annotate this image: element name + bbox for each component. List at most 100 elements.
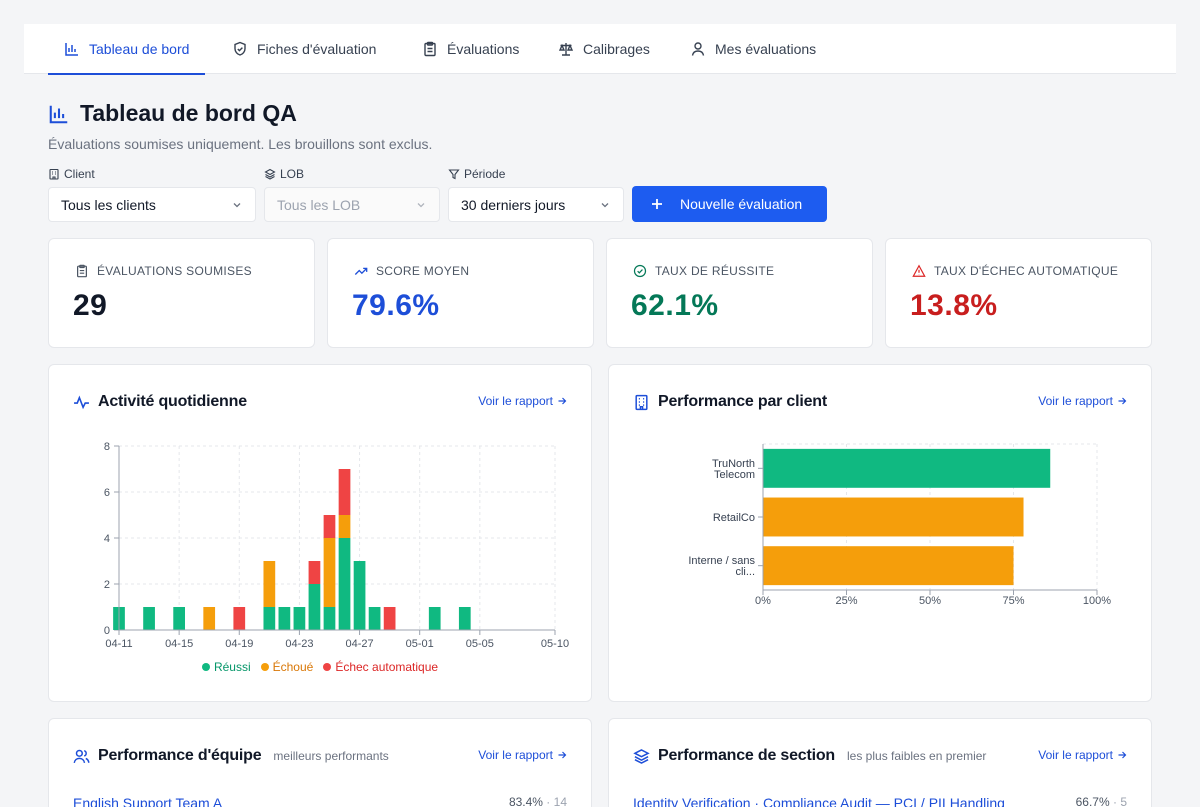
bar-segment — [293, 607, 306, 630]
stat-label-text: Score moyen — [376, 264, 470, 278]
section-score: 66.7% · 5 — [1076, 795, 1127, 807]
chart-legend: Réussi Échoué Échec automatique — [49, 660, 591, 674]
stat-label: Taux d'échec automatique — [912, 264, 1118, 278]
panel-title: Performance par client — [658, 393, 827, 410]
panel-header: Performance d'équipe meilleurs performan… — [73, 747, 389, 765]
stat-label: Taux de réussite — [633, 264, 774, 278]
bar-segment — [323, 607, 336, 630]
stat-label: Évaluations soumises — [75, 264, 252, 278]
client-bar — [763, 497, 1024, 537]
chevron-down-icon — [417, 202, 425, 207]
client-select[interactable]: Tous les clients — [48, 187, 256, 222]
list-item[interactable]: Identity Verification · Compliance Audit… — [633, 795, 1127, 807]
select-value: Tous les LOB — [277, 196, 361, 213]
legend-label: Échec automatique — [335, 660, 439, 674]
panel-header: Performance par client — [633, 393, 827, 411]
scale-icon — [558, 43, 574, 56]
stat-value: 29 — [73, 289, 108, 322]
shield-icon — [234, 41, 246, 56]
bar-segment — [323, 538, 336, 607]
bar-segment — [428, 607, 441, 630]
period-select[interactable]: 30 derniers jours — [448, 187, 624, 222]
bar-segment — [338, 538, 351, 630]
x-tick-label: 100% — [1083, 595, 1111, 607]
filter-label-text: LOB — [280, 167, 305, 181]
section-name[interactable]: Identity Verification · Compliance Audit… — [633, 795, 1005, 807]
y-tick-label: 0 — [104, 625, 110, 637]
score-value: 83.4% — [508, 795, 543, 807]
arrow-right-icon — [558, 751, 567, 759]
new-evaluation-button[interactable]: Nouvelle évaluation — [632, 186, 827, 222]
link-label: Voir le rapport — [1038, 394, 1113, 408]
panel-title: Performance d'équipe — [98, 747, 262, 764]
legend-dot — [201, 663, 210, 671]
bar-segment — [323, 515, 336, 538]
bar-segment — [263, 561, 276, 607]
panel-header: Performance de section les plus faibles … — [633, 747, 986, 765]
daily-activity-panel: Activité quotidienne Voir le rapport 0 2 4… — [48, 364, 592, 702]
select-value: 30 derniers jours — [461, 196, 566, 213]
tab-scorecards[interactable]: Fiches d'évaluation — [232, 24, 376, 74]
stat-value: 13.8% — [910, 289, 998, 322]
x-tick-label: 04-19 — [225, 638, 253, 650]
link-label: Voir le rapport — [478, 748, 553, 762]
tab-evaluations[interactable]: Évaluations — [422, 24, 519, 74]
tab-calibrations[interactable]: Calibrages — [558, 24, 650, 74]
warning-triangle-icon — [912, 264, 926, 277]
stat-label-text: Évaluations soumises — [97, 264, 252, 278]
building-icon — [49, 168, 59, 180]
filter-label-text: Période — [464, 167, 506, 181]
button-label: Nouvelle évaluation — [680, 196, 803, 212]
tab-label: Calibrages — [583, 41, 650, 57]
y-tick-label: RetailCo — [713, 512, 755, 524]
trending-up-icon — [354, 267, 368, 275]
stat-label-text: Taux d'échec automatique — [934, 264, 1119, 278]
panel-header: Activité quotidienne — [73, 393, 247, 411]
section-performance-panel: Performance de section les plus faibles … — [608, 718, 1152, 807]
arrow-right-icon — [1118, 751, 1127, 759]
bar-segment — [353, 561, 366, 630]
filter-icon — [448, 169, 460, 180]
client-report-link[interactable]: Voir le rapport — [1038, 394, 1127, 408]
bar-segment — [233, 607, 246, 630]
list-item[interactable]: English Support Team A 83.4% · 14 — [73, 795, 567, 807]
x-tick-label: 25% — [835, 595, 857, 607]
count-separator: · — [1109, 795, 1121, 807]
legend-label: Réussi — [213, 660, 251, 674]
x-tick-label: 75% — [1002, 595, 1024, 607]
tab-dashboard[interactable]: Tableau de bord — [47, 24, 206, 75]
team-name[interactable]: English Support Team A — [73, 795, 223, 807]
stat-card-submitted: Évaluations soumises 29 — [48, 238, 315, 348]
period-filter-label: Période — [448, 167, 505, 181]
tab-my-evaluations[interactable]: Mes évaluations — [690, 24, 816, 74]
chevron-down-icon — [601, 202, 609, 207]
daily-report-link[interactable]: Voir le rapport — [478, 394, 567, 408]
top-nav: Tableau de bord Fiches d'évaluation Éval… — [24, 24, 1176, 75]
y-tick-label: 2 — [104, 579, 110, 591]
bar-segment — [383, 607, 396, 630]
stat-value: 62.1% — [631, 289, 719, 322]
building-icon — [635, 394, 648, 410]
section-report-link[interactable]: Voir le rapport — [1038, 748, 1127, 762]
lob-select[interactable]: Tous les LOB — [264, 187, 440, 222]
tab-label: Mes évaluations — [715, 41, 817, 57]
tab-label: Tableau de bord — [89, 41, 190, 57]
client-bar — [763, 448, 1051, 488]
bar-segment — [308, 584, 321, 630]
lob-filter-label: LOB — [264, 167, 304, 181]
users-icon — [73, 749, 90, 763]
x-tick-label: 05-05 — [466, 638, 494, 650]
page-subtitle: Évaluations soumises uniquement. Les bro… — [48, 136, 433, 152]
layers-icon — [264, 168, 276, 180]
stat-card-pass-rate: Taux de réussite 62.1% — [606, 238, 873, 348]
team-score: 83.4% · 14 — [509, 795, 567, 807]
client-filter-label: Client — [48, 167, 95, 181]
x-tick-label: 05-01 — [406, 638, 434, 650]
stat-value: 79.6% — [352, 289, 440, 322]
y-tick-label: 4 — [104, 533, 110, 545]
team-report-link[interactable]: Voir le rapport — [478, 748, 567, 762]
x-tick-label: 04-11 — [105, 638, 132, 650]
legend-item-pass: Réussi — [201, 660, 251, 674]
y-tick-label: Telecom — [714, 469, 755, 481]
